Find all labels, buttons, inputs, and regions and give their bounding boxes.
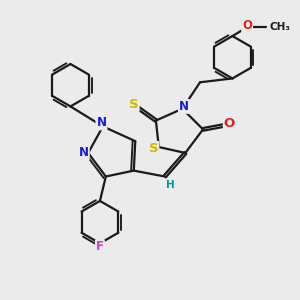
Text: F: F [96, 240, 104, 254]
Text: N: N [179, 100, 189, 113]
Text: S: S [129, 98, 139, 111]
Text: O: O [224, 117, 235, 130]
Text: S: S [149, 142, 158, 155]
Text: H: H [166, 180, 174, 190]
Text: N: N [79, 146, 89, 159]
Text: N: N [96, 116, 106, 129]
Text: O: O [242, 19, 252, 32]
Text: CH₃: CH₃ [269, 22, 290, 32]
